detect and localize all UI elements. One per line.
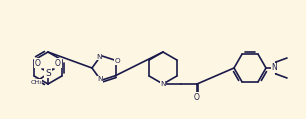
Text: N: N [97, 76, 103, 82]
Text: S: S [45, 69, 51, 77]
Text: N: N [271, 64, 277, 72]
Text: O: O [35, 59, 41, 67]
Text: N: N [160, 80, 166, 87]
Text: O: O [55, 59, 61, 67]
Text: O: O [194, 92, 200, 102]
Text: O: O [115, 58, 120, 64]
Text: CH₃: CH₃ [30, 79, 42, 84]
Text: N: N [96, 54, 102, 60]
